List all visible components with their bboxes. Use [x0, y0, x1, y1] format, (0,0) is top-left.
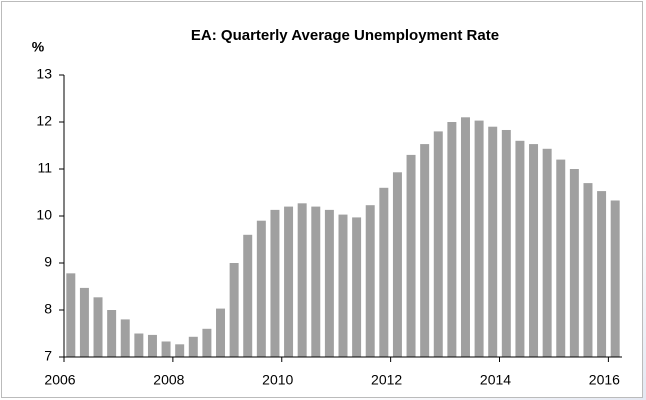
bar — [66, 273, 76, 357]
bar — [420, 144, 430, 357]
y-tick-label: 11 — [37, 160, 52, 176]
bar — [352, 217, 362, 357]
bar — [243, 234, 253, 357]
bar — [515, 140, 525, 357]
x-tick-label: 2014 — [480, 372, 511, 388]
bar — [597, 191, 607, 357]
x-tick-label: 2010 — [262, 372, 293, 388]
bar — [161, 341, 171, 357]
bar — [188, 336, 198, 357]
bar — [392, 172, 402, 357]
bar — [488, 126, 498, 357]
bar — [79, 287, 89, 357]
x-tick-label: 2012 — [371, 372, 402, 388]
bar — [175, 344, 185, 357]
bar — [379, 187, 389, 357]
bar — [338, 214, 348, 357]
y-axis-label: % — [32, 39, 45, 55]
bar — [460, 117, 470, 357]
bar — [474, 120, 484, 357]
bar — [542, 148, 552, 357]
y-tick-label: 12 — [36, 113, 52, 129]
bar — [501, 129, 511, 357]
y-tick-label: 8 — [44, 301, 52, 317]
bar — [120, 319, 130, 357]
bar — [93, 297, 103, 357]
x-tick-label: 2006 — [44, 372, 75, 388]
y-tick-label: 10 — [36, 207, 52, 223]
x-tick-label: 2016 — [589, 372, 620, 388]
bar — [107, 310, 117, 357]
bar — [229, 263, 239, 357]
chart-title: EA: Quarterly Average Unemployment Rate — [191, 27, 499, 44]
bar — [284, 206, 294, 357]
bar — [147, 334, 157, 357]
y-tick-label: 7 — [44, 348, 52, 364]
bar — [583, 183, 593, 357]
bar — [610, 200, 620, 357]
bar — [134, 333, 144, 357]
bar — [447, 122, 457, 357]
bar — [270, 209, 280, 357]
bar — [324, 209, 334, 357]
bar — [406, 154, 416, 357]
bar — [202, 328, 212, 357]
bar — [556, 159, 566, 357]
bar — [216, 308, 226, 357]
x-tick-label: 2008 — [153, 372, 184, 388]
bar — [433, 131, 443, 357]
bar — [297, 203, 307, 357]
y-tick-label: 13 — [36, 66, 52, 82]
bar — [311, 206, 321, 357]
bar — [365, 205, 375, 357]
bar — [529, 144, 539, 357]
bar — [256, 220, 266, 357]
bar — [569, 169, 579, 357]
y-tick-label: 9 — [44, 254, 52, 270]
